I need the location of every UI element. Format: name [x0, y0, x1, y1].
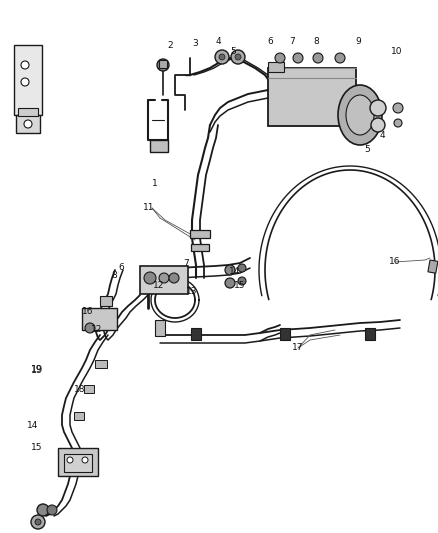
Text: 5: 5	[230, 47, 236, 56]
Text: 18: 18	[74, 385, 86, 394]
Bar	[155, 320, 165, 336]
Text: 19: 19	[31, 365, 43, 375]
Bar	[150, 140, 168, 152]
Text: 13: 13	[186, 287, 198, 296]
Bar	[268, 68, 356, 126]
Circle shape	[35, 519, 41, 525]
Text: 8: 8	[111, 271, 117, 280]
Circle shape	[31, 515, 45, 529]
Circle shape	[37, 504, 49, 516]
Circle shape	[67, 457, 73, 463]
Circle shape	[21, 61, 29, 69]
Text: 6: 6	[267, 37, 273, 46]
Bar	[280, 328, 290, 340]
Text: 6: 6	[118, 263, 124, 272]
Circle shape	[313, 53, 323, 63]
Text: 8: 8	[313, 37, 319, 46]
Circle shape	[159, 273, 169, 283]
Circle shape	[157, 59, 169, 71]
Bar	[14, 45, 42, 115]
Text: 14: 14	[230, 266, 241, 276]
Text: 15: 15	[31, 443, 43, 453]
Text: 1: 1	[152, 179, 158, 188]
Text: 15: 15	[234, 280, 246, 289]
Text: 9: 9	[355, 37, 361, 46]
Circle shape	[370, 100, 386, 116]
Bar	[100, 296, 112, 306]
Circle shape	[371, 118, 385, 132]
Bar	[16, 115, 40, 133]
Circle shape	[85, 323, 95, 333]
Bar	[64, 454, 92, 472]
Text: 3: 3	[192, 39, 198, 49]
Circle shape	[47, 505, 57, 515]
Circle shape	[24, 120, 32, 128]
Bar	[140, 266, 188, 294]
Circle shape	[393, 103, 403, 113]
Text: 12: 12	[153, 281, 165, 290]
Ellipse shape	[338, 85, 382, 145]
Bar	[190, 230, 210, 238]
Circle shape	[293, 53, 303, 63]
Text: 16: 16	[389, 257, 401, 266]
Text: 11: 11	[143, 204, 155, 213]
Bar	[84, 385, 94, 393]
Circle shape	[394, 119, 402, 127]
Circle shape	[169, 273, 179, 283]
Bar	[191, 244, 209, 251]
Bar	[268, 62, 284, 72]
Text: 12: 12	[91, 326, 102, 335]
Circle shape	[215, 50, 229, 64]
Text: 5: 5	[364, 146, 370, 155]
Ellipse shape	[346, 95, 374, 135]
Circle shape	[82, 457, 88, 463]
Bar	[74, 412, 84, 420]
Circle shape	[144, 272, 156, 284]
Circle shape	[275, 53, 285, 63]
Bar	[95, 360, 107, 368]
Circle shape	[21, 78, 29, 86]
Text: 19: 19	[31, 366, 43, 375]
Text: 4: 4	[215, 37, 221, 46]
Bar	[428, 260, 438, 273]
Bar	[58, 448, 98, 476]
Circle shape	[219, 54, 225, 60]
Circle shape	[225, 265, 235, 275]
Bar	[191, 328, 201, 340]
Circle shape	[225, 278, 235, 288]
Bar	[82, 308, 117, 330]
Circle shape	[335, 53, 345, 63]
Text: 17: 17	[292, 343, 304, 352]
Text: 7: 7	[183, 259, 189, 268]
Text: 10: 10	[391, 47, 403, 56]
Circle shape	[231, 50, 245, 64]
Circle shape	[238, 277, 246, 285]
Text: 2: 2	[167, 42, 173, 51]
Text: 14: 14	[27, 421, 39, 430]
Bar	[159, 60, 167, 68]
Circle shape	[238, 264, 246, 272]
Text: 4: 4	[379, 131, 385, 140]
Bar	[365, 328, 375, 340]
Text: 7: 7	[289, 37, 295, 46]
Circle shape	[235, 54, 241, 60]
Text: 16: 16	[82, 308, 94, 317]
Bar	[18, 108, 38, 116]
